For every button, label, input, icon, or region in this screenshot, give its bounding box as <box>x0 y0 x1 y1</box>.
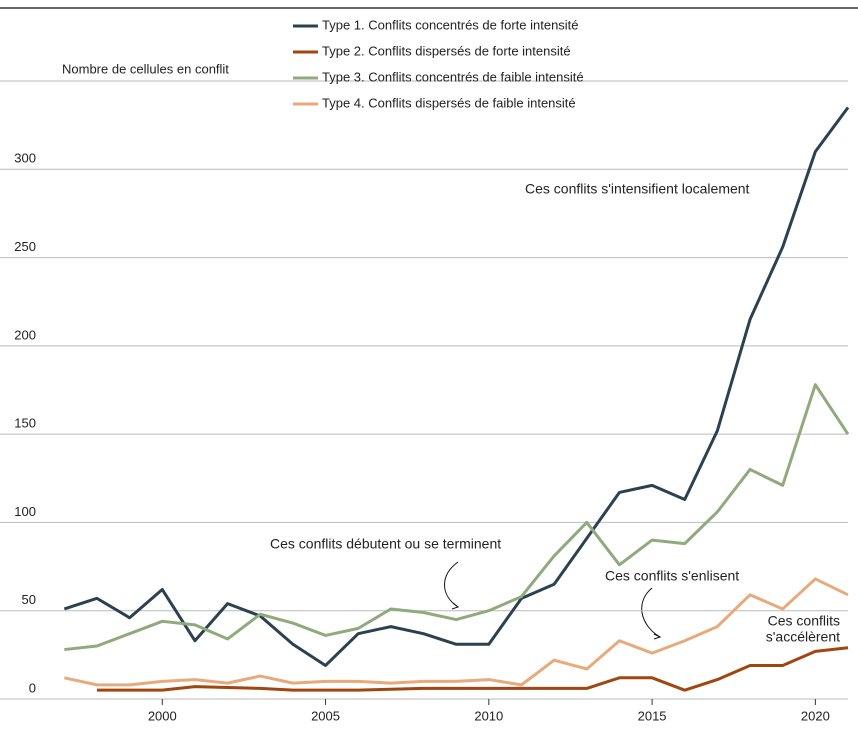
y-tick-label: 50 <box>22 592 36 607</box>
y-tick-label: 200 <box>14 327 36 342</box>
arrows <box>444 561 662 640</box>
x-tick-label: 2005 <box>311 708 340 723</box>
arrow-head <box>653 633 662 640</box>
y-tick-label: 100 <box>14 504 36 519</box>
y-tick-label: 0 <box>29 680 36 695</box>
annotation: Ces conflits <box>768 613 840 629</box>
y-axis-label: Nombre de cellules en conflit <box>62 61 229 76</box>
legend-label: Type 1. Conflits concentrés de forte int… <box>322 17 579 32</box>
x-tick-label: 2000 <box>148 708 177 723</box>
legend-label: Type 2. Conflits dispersés de forte inte… <box>322 43 571 58</box>
y-tick-label: 150 <box>14 416 36 431</box>
y-tick-label: 300 <box>14 151 36 166</box>
x-tick-label: 2010 <box>474 708 503 723</box>
series-line <box>96 646 849 692</box>
annotation: s'accélèrent <box>766 629 840 645</box>
arrow <box>641 587 661 638</box>
x-tick-label: 2015 <box>638 708 667 723</box>
series-line <box>64 383 850 652</box>
legend-label: Type 3. Conflits concentrés de faible in… <box>322 69 584 84</box>
arrow-head <box>451 602 460 610</box>
annotation: Ces conflits s'enlisent <box>605 568 739 584</box>
x-tick-label: 2020 <box>801 708 830 723</box>
arrow <box>444 561 459 608</box>
series-line <box>63 106 850 667</box>
annotation: Ces conflits débutent ou se terminent <box>270 536 501 552</box>
series-line <box>64 577 849 687</box>
y-tick-label: 250 <box>14 239 36 254</box>
legend-label: Type 4. Conflits dispersés de faible int… <box>322 95 576 110</box>
annotation: Ces conflits s'intensifient localement <box>525 181 750 197</box>
